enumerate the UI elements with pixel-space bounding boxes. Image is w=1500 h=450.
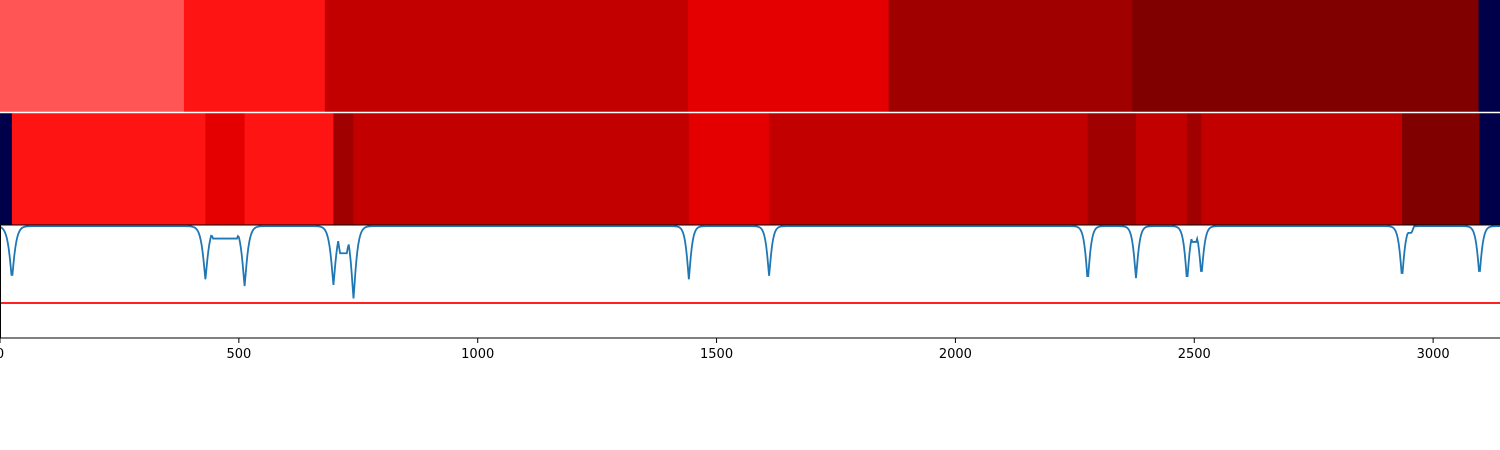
heatmap-segment: [769, 113, 1089, 225]
heatmap-segment: [205, 113, 246, 225]
x-tick-label: 2000: [939, 347, 972, 362]
x-tick-label: 2500: [1178, 347, 1211, 362]
heatmap-segment: [11, 113, 206, 225]
signal-line: [0, 225, 1500, 299]
heatmap-segment: [1187, 113, 1202, 225]
x-tick-label: 0: [0, 347, 4, 362]
x-tick-label: 500: [226, 347, 251, 362]
heatmap-segment: [324, 0, 689, 112]
x-tick-label: 1000: [461, 347, 494, 362]
heatmap-segment: [333, 113, 355, 225]
heatmap-segment: [1087, 113, 1137, 225]
heatmap-segment: [1402, 113, 1480, 225]
heatmap-segment: [0, 113, 13, 225]
heatmap-segment: [0, 0, 185, 112]
x-tick-label: 3000: [1417, 347, 1450, 362]
heatmap-segment: [183, 0, 326, 112]
heatmap-segment: [1479, 113, 1500, 225]
heatmap-segment: [687, 0, 890, 112]
middle-heatmap-row: [0, 113, 1500, 225]
line-plot-panel: 0 500 1000 1500 2000 2500 3000: [0, 225, 1500, 362]
heatmap-segment: [353, 113, 690, 225]
heatmap-segment: [688, 113, 770, 225]
x-tick-label: 1500: [700, 347, 733, 362]
heatmap-segment: [244, 113, 334, 225]
top-heatmap-row: [0, 0, 1500, 112]
heatmap-segment: [1135, 113, 1188, 225]
heatmap-segment: [1132, 0, 1480, 112]
heatmap-segment: [1201, 113, 1403, 225]
x-axis-ticks: 0 500 1000 1500 2000 2500 3000: [0, 338, 1450, 362]
heatmap-segment: [888, 0, 1133, 112]
heatmap-segment: [1478, 0, 1500, 112]
